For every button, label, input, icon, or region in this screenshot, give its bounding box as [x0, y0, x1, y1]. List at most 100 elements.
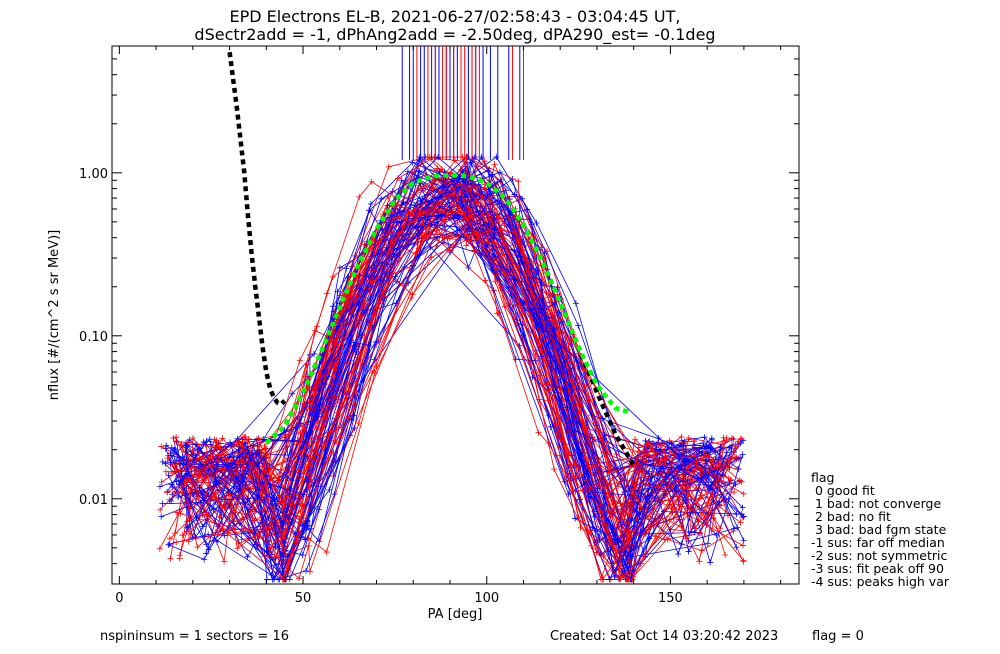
spectrum-point	[497, 228, 504, 235]
spectrum-point	[233, 474, 240, 481]
spectrum-point	[311, 327, 318, 334]
spectrum-point	[635, 444, 642, 451]
spectrum-line	[170, 223, 713, 581]
spectrum-point	[303, 361, 310, 368]
spectrum-point	[263, 576, 270, 583]
peak-markers	[401, 46, 524, 160]
spectrum-point	[255, 435, 262, 442]
spectrum-point	[707, 485, 714, 492]
spectrum-point	[518, 259, 525, 266]
spectrum-point	[607, 513, 614, 520]
spectrum-point	[165, 472, 172, 479]
spectrum-point	[383, 244, 390, 251]
spectrum-point	[176, 555, 183, 562]
spectrum-point	[282, 496, 289, 503]
spectrum-point	[572, 515, 579, 522]
spectrum-point	[158, 513, 165, 520]
spectrum-point	[433, 233, 440, 240]
spectrum-point	[221, 558, 228, 565]
spectrum-point	[734, 466, 741, 473]
spectrum-point	[436, 168, 443, 175]
spectrum-point	[551, 466, 558, 473]
spectrum-point	[261, 497, 268, 504]
spectrum-point	[300, 491, 307, 498]
y-tick-label: 0.10	[79, 330, 108, 345]
x-axis-label: PA [deg]	[428, 607, 483, 622]
spectrum-line	[192, 173, 744, 543]
spectrum-point	[394, 175, 401, 182]
legend-item: 2 bad: no fit	[811, 509, 891, 524]
spectrum-point	[685, 435, 692, 442]
spectrum-point	[239, 464, 246, 471]
spectrum-point	[409, 291, 416, 298]
spectrum-point	[705, 476, 712, 483]
spectrum-point	[493, 154, 500, 161]
spectrum-point	[447, 169, 454, 176]
spectrum-point	[494, 197, 501, 204]
spectrum-point	[559, 363, 566, 370]
spectrum-point	[460, 209, 467, 216]
spectrum-point	[322, 407, 329, 414]
spectrum-point	[646, 438, 653, 445]
spectrum-point	[441, 223, 448, 230]
fit-curve-green	[264, 172, 631, 445]
spectrum-point	[235, 447, 242, 454]
spectrum-point	[718, 502, 725, 509]
spectrum-point	[642, 437, 649, 444]
spectrum-point	[376, 239, 383, 246]
spectrum-point	[577, 400, 584, 407]
spectrum-point	[535, 429, 542, 436]
spectrum-point	[236, 453, 243, 460]
spectra-lines	[156, 154, 747, 583]
spectrum-point	[166, 540, 173, 547]
spectrum-point	[459, 168, 466, 175]
flag-legend: flag 0 good fit 1 bad: not converge 2 ba…	[811, 470, 950, 589]
spectrum-point	[378, 195, 385, 202]
spectrum-point	[256, 453, 263, 460]
spectrum-point	[696, 558, 703, 565]
spectrum-point	[189, 534, 196, 541]
spectrum-point	[204, 511, 211, 518]
spectrum-point	[533, 318, 540, 325]
spectrum-point	[737, 440, 744, 447]
spectrum-point	[201, 452, 208, 459]
spectrum-point	[297, 429, 304, 436]
spectrum-point	[200, 439, 207, 446]
legend-title: flag	[811, 470, 834, 485]
spectrum-point	[466, 205, 473, 212]
spectrum-point	[205, 546, 212, 553]
spectrum-point	[158, 478, 165, 485]
spectrum-point	[678, 433, 685, 440]
spectrum-point	[624, 556, 631, 563]
spectrum-point	[167, 555, 174, 562]
spectrum-point	[168, 452, 175, 459]
spectrum-point	[519, 195, 526, 202]
spectrum-point	[652, 533, 659, 540]
spectrum-point	[548, 338, 555, 345]
spectrum-point	[549, 317, 556, 324]
spectrum-point	[685, 548, 692, 555]
spectrum-point	[336, 264, 343, 271]
spectrum-point	[537, 353, 544, 360]
spectrum-point	[416, 154, 423, 161]
spectrum-point	[726, 444, 733, 451]
spectrum-point	[228, 490, 235, 497]
spectrum-point	[476, 188, 483, 195]
spectrum-point	[496, 214, 503, 221]
spectrum-point	[417, 210, 424, 217]
spectrum-point	[431, 215, 438, 222]
spectrum-point	[456, 227, 463, 234]
spectrum-point	[496, 309, 503, 316]
spectrum-point	[463, 242, 470, 249]
spectrum-point	[680, 458, 687, 465]
spectrum-point	[409, 159, 416, 166]
spectrum-point	[616, 547, 623, 554]
spectrum-point	[179, 446, 186, 453]
spectrum-point	[717, 525, 724, 532]
spectrum-point	[404, 168, 411, 175]
spectrum-point	[329, 273, 336, 280]
spectrum-point	[691, 438, 698, 445]
spectrum-point	[280, 568, 287, 575]
spectrum-point	[550, 387, 557, 394]
spectrum-point	[298, 413, 305, 420]
